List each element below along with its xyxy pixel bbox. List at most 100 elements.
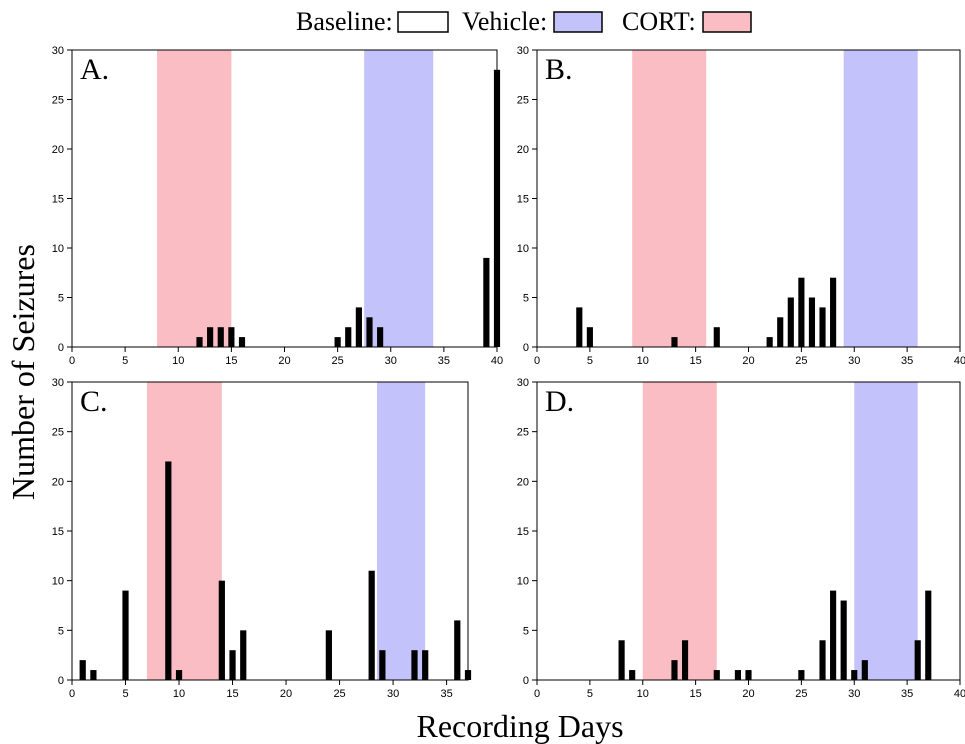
panel-a-bar-day-28: [366, 317, 373, 347]
panel-c-bar-day-15: [229, 650, 236, 680]
panel-c-xtick-label: 20: [280, 688, 292, 700]
panel-b-xtick-label: 40: [954, 355, 965, 367]
panel-b-bar-day-4: [576, 307, 583, 347]
panel-c-bar-day-24: [325, 630, 332, 680]
panel-b-ytick-label: 0: [523, 342, 529, 354]
panel-d-xtick-label: 20: [742, 688, 754, 700]
panel-b-bar-day-24: [787, 297, 794, 347]
panel-a: 0 5 10 15 20 25 30 0 5 10 15 20 25 30 35 40 A.: [52, 45, 503, 367]
panel-d-bar-day-14: [681, 640, 689, 680]
panel-a-cort-band: [157, 50, 232, 347]
panel-d-bar-day-31: [861, 660, 868, 680]
panel-a-xtick-label: 10: [172, 355, 184, 367]
panel-d-ytick-label: 5: [523, 625, 529, 637]
panel-b-xtick-label: 5: [587, 355, 593, 367]
panel-b-label: B.: [545, 53, 573, 86]
panel-a-ytick-label: 0: [58, 342, 64, 354]
panel-a-ytick-label: 20: [52, 144, 64, 156]
panel-b-bar-day-25: [798, 277, 805, 347]
panel-a-xtick-label: 0: [69, 355, 75, 367]
panel-d-bar-day-29: [840, 600, 847, 680]
panel-c-ytick-label: 15: [52, 526, 64, 538]
panel-d-ytick-label: 15: [517, 526, 529, 538]
panel-d-bar-day-37: [925, 590, 932, 680]
panel-d-bar-day-8: [618, 640, 625, 680]
panel-d-cort-band: [642, 382, 717, 680]
panel-c-bar-day-16: [240, 630, 247, 680]
legend-swatch-cort: [702, 11, 752, 33]
panel-b-xtick-label: 20: [742, 355, 754, 367]
panel-b-xtick-label: 0: [534, 355, 540, 367]
panel-a-bar-day-27: [355, 307, 362, 347]
panel-c-ytick-label: 30: [52, 377, 64, 389]
panel-c-bar-day-36: [454, 620, 461, 680]
panel-c-bar-day-28: [368, 570, 375, 680]
panel-b-ytick-label: 20: [517, 144, 529, 156]
legend-swatch-vehicle: [553, 11, 603, 33]
panel-d-bar-day-9: [629, 670, 636, 680]
panel-b-bar-day-27: [819, 307, 826, 347]
panel-d-bar-day-28: [830, 590, 837, 680]
panel-c-bar-day-14: [218, 580, 225, 680]
panel-b-bar-day-17: [713, 327, 720, 347]
panel-c-bar-day-32: [411, 650, 418, 680]
panel-a-xtick-label: 35: [438, 355, 450, 367]
panel-a-bar-day-16: [238, 337, 246, 347]
panel-a-bar-day-25: [334, 337, 341, 347]
panel-c-bar-day-9: [165, 461, 172, 680]
panel-d-bar-day-27: [819, 640, 826, 680]
panel-c-xtick-label: 35: [440, 688, 452, 700]
panel-a-bar-day-26: [345, 327, 352, 347]
panel-c-bar-day-1: [79, 660, 86, 680]
panel-b-bar-day-28: [830, 277, 837, 347]
panel-b-ytick-label: 5: [523, 293, 529, 305]
panel-a-bar-day-39: [483, 257, 490, 347]
panel-d-xtick-label: 5: [587, 688, 593, 700]
panel-c: 0 5 10 15 20 25 30 0 5 10 15 20 25 30 35 C.: [52, 377, 472, 700]
x-axis-title: Recording Days: [416, 708, 623, 744]
panel-a-xtick-label: 15: [225, 355, 237, 367]
panel-a-ytick-label: 30: [52, 45, 64, 57]
panel-d-vehicle-band: [854, 382, 918, 680]
panel-d-bar-day-25: [798, 670, 805, 680]
panel-c-xtick-label: 5: [122, 688, 128, 700]
panel-d-ytick-label: 10: [517, 576, 529, 588]
legend-label-vehicle: Vehicle:: [462, 7, 547, 36]
y-axis-title: Number of Seizures: [5, 244, 41, 500]
panel-c-bar-day-33: [422, 650, 429, 680]
panel-d-bar-day-20: [745, 670, 752, 680]
panel-a-vehicle-band: [364, 50, 434, 347]
panel-d-xtick-label: 0: [534, 688, 540, 700]
panel-c-bar-day-29: [379, 650, 386, 680]
panel-c-bar-day-2: [90, 670, 97, 680]
panel-c-ytick-label: 25: [52, 427, 64, 439]
panel-b-bar-day-13: [671, 337, 678, 347]
panel-b-bar-day-5: [586, 327, 593, 347]
panel-d-bar-day-13: [671, 660, 678, 680]
panel-a-bar-day-13: [207, 327, 214, 347]
panel-b-xtick-label: 15: [690, 355, 702, 367]
panel-b-ytick-label: 25: [517, 95, 529, 107]
panel-b-ytick-label: 15: [517, 194, 529, 206]
panel-c-xtick-label: 15: [226, 688, 238, 700]
legend: Baseline: Vehicle: CORT:: [296, 7, 752, 36]
panel-a-bar-day-12: [196, 337, 203, 347]
panel-a-xtick-label: 30: [385, 355, 397, 367]
panel-c-ytick-label: 10: [52, 576, 64, 588]
panel-b: 0 5 10 15 20 25 30 0 5 10 15 20 25 30 35 40 B.: [517, 45, 965, 367]
panel-c-cort-band: [146, 382, 222, 680]
panel-d-bar-day-36: [914, 640, 921, 680]
panel-b-ytick-label: 30: [517, 45, 529, 57]
panel-d-label: D.: [545, 385, 574, 418]
panel-a-xtick-label: 40: [491, 355, 503, 367]
panel-d-xtick-label: 40: [954, 688, 965, 700]
panel-d: 0 5 10 15 20 25 30 0 5 10 15 20 25 30 35 40 D.: [517, 377, 965, 700]
panel-c-xtick-label: 10: [173, 688, 185, 700]
panel-d-xtick-label: 30: [848, 688, 860, 700]
panel-a-bar-day-14: [217, 327, 224, 347]
panel-c-bar-day-5: [122, 590, 129, 680]
panel-a-ytick-label: 25: [52, 95, 64, 107]
panel-d-bar-day-17: [713, 670, 720, 680]
panel-b-ytick-label: 10: [517, 243, 529, 255]
